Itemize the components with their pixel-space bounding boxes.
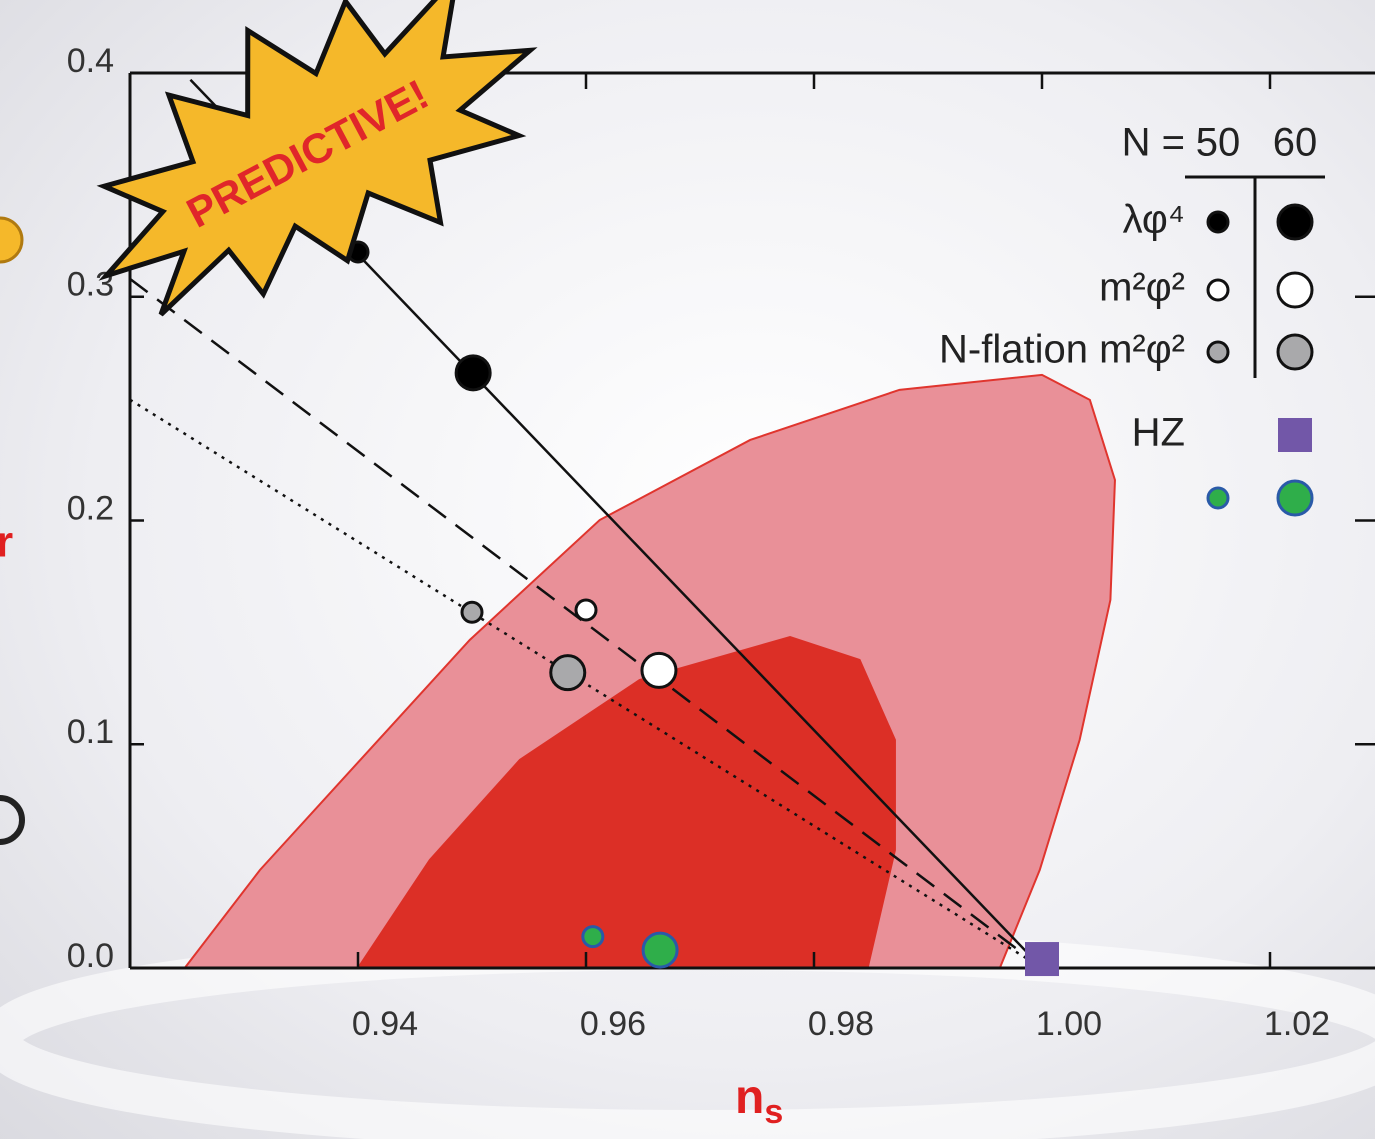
x-tick-label: 0.94 [352,1005,418,1043]
x-tick-label: 1.00 [1036,1005,1102,1043]
legend-marker [1278,205,1312,239]
legend-marker [1208,342,1228,362]
y-tick-label: 0.0 [67,937,114,975]
y-tick-label: 0.1 [67,713,114,751]
legend-marker [1278,418,1312,452]
legend-column: 50 [1196,121,1241,165]
legend-marker [1208,488,1228,508]
data-point [462,602,482,622]
legend-label: N-flation m²φ² [939,328,1185,372]
data-point [456,356,490,390]
legend-column: 60 [1273,121,1318,165]
data-point [642,653,676,687]
y-axis-label: r [0,518,13,567]
legend-label: HZ [1132,411,1185,455]
legend-label: λφ⁴ [1123,198,1185,242]
legend-marker [1278,335,1312,369]
data-point [551,656,585,690]
chart: 0.00.10.20.30.40.940.960.981.001.02 r ns… [0,0,1375,1139]
x-axis-label-main: n [735,1071,764,1124]
data-point [583,927,603,947]
legend-label: m²φ² [1099,266,1185,310]
data-point [643,933,677,967]
x-tick-label: 1.02 [1264,1005,1330,1043]
data-point [1025,942,1059,976]
legend-title: N = [1122,121,1185,165]
legend-marker [1278,481,1312,515]
legend-marker [1208,212,1228,232]
legend-marker [1208,280,1228,300]
data-point [576,600,596,620]
y-tick-label: 0.2 [67,489,114,527]
x-axis-label-sub: s [764,1093,783,1131]
x-tick-label: 0.96 [580,1005,646,1043]
x-tick-label: 0.98 [808,1005,874,1043]
legend-marker [1278,273,1312,307]
y-tick-label: 0.4 [67,42,114,80]
